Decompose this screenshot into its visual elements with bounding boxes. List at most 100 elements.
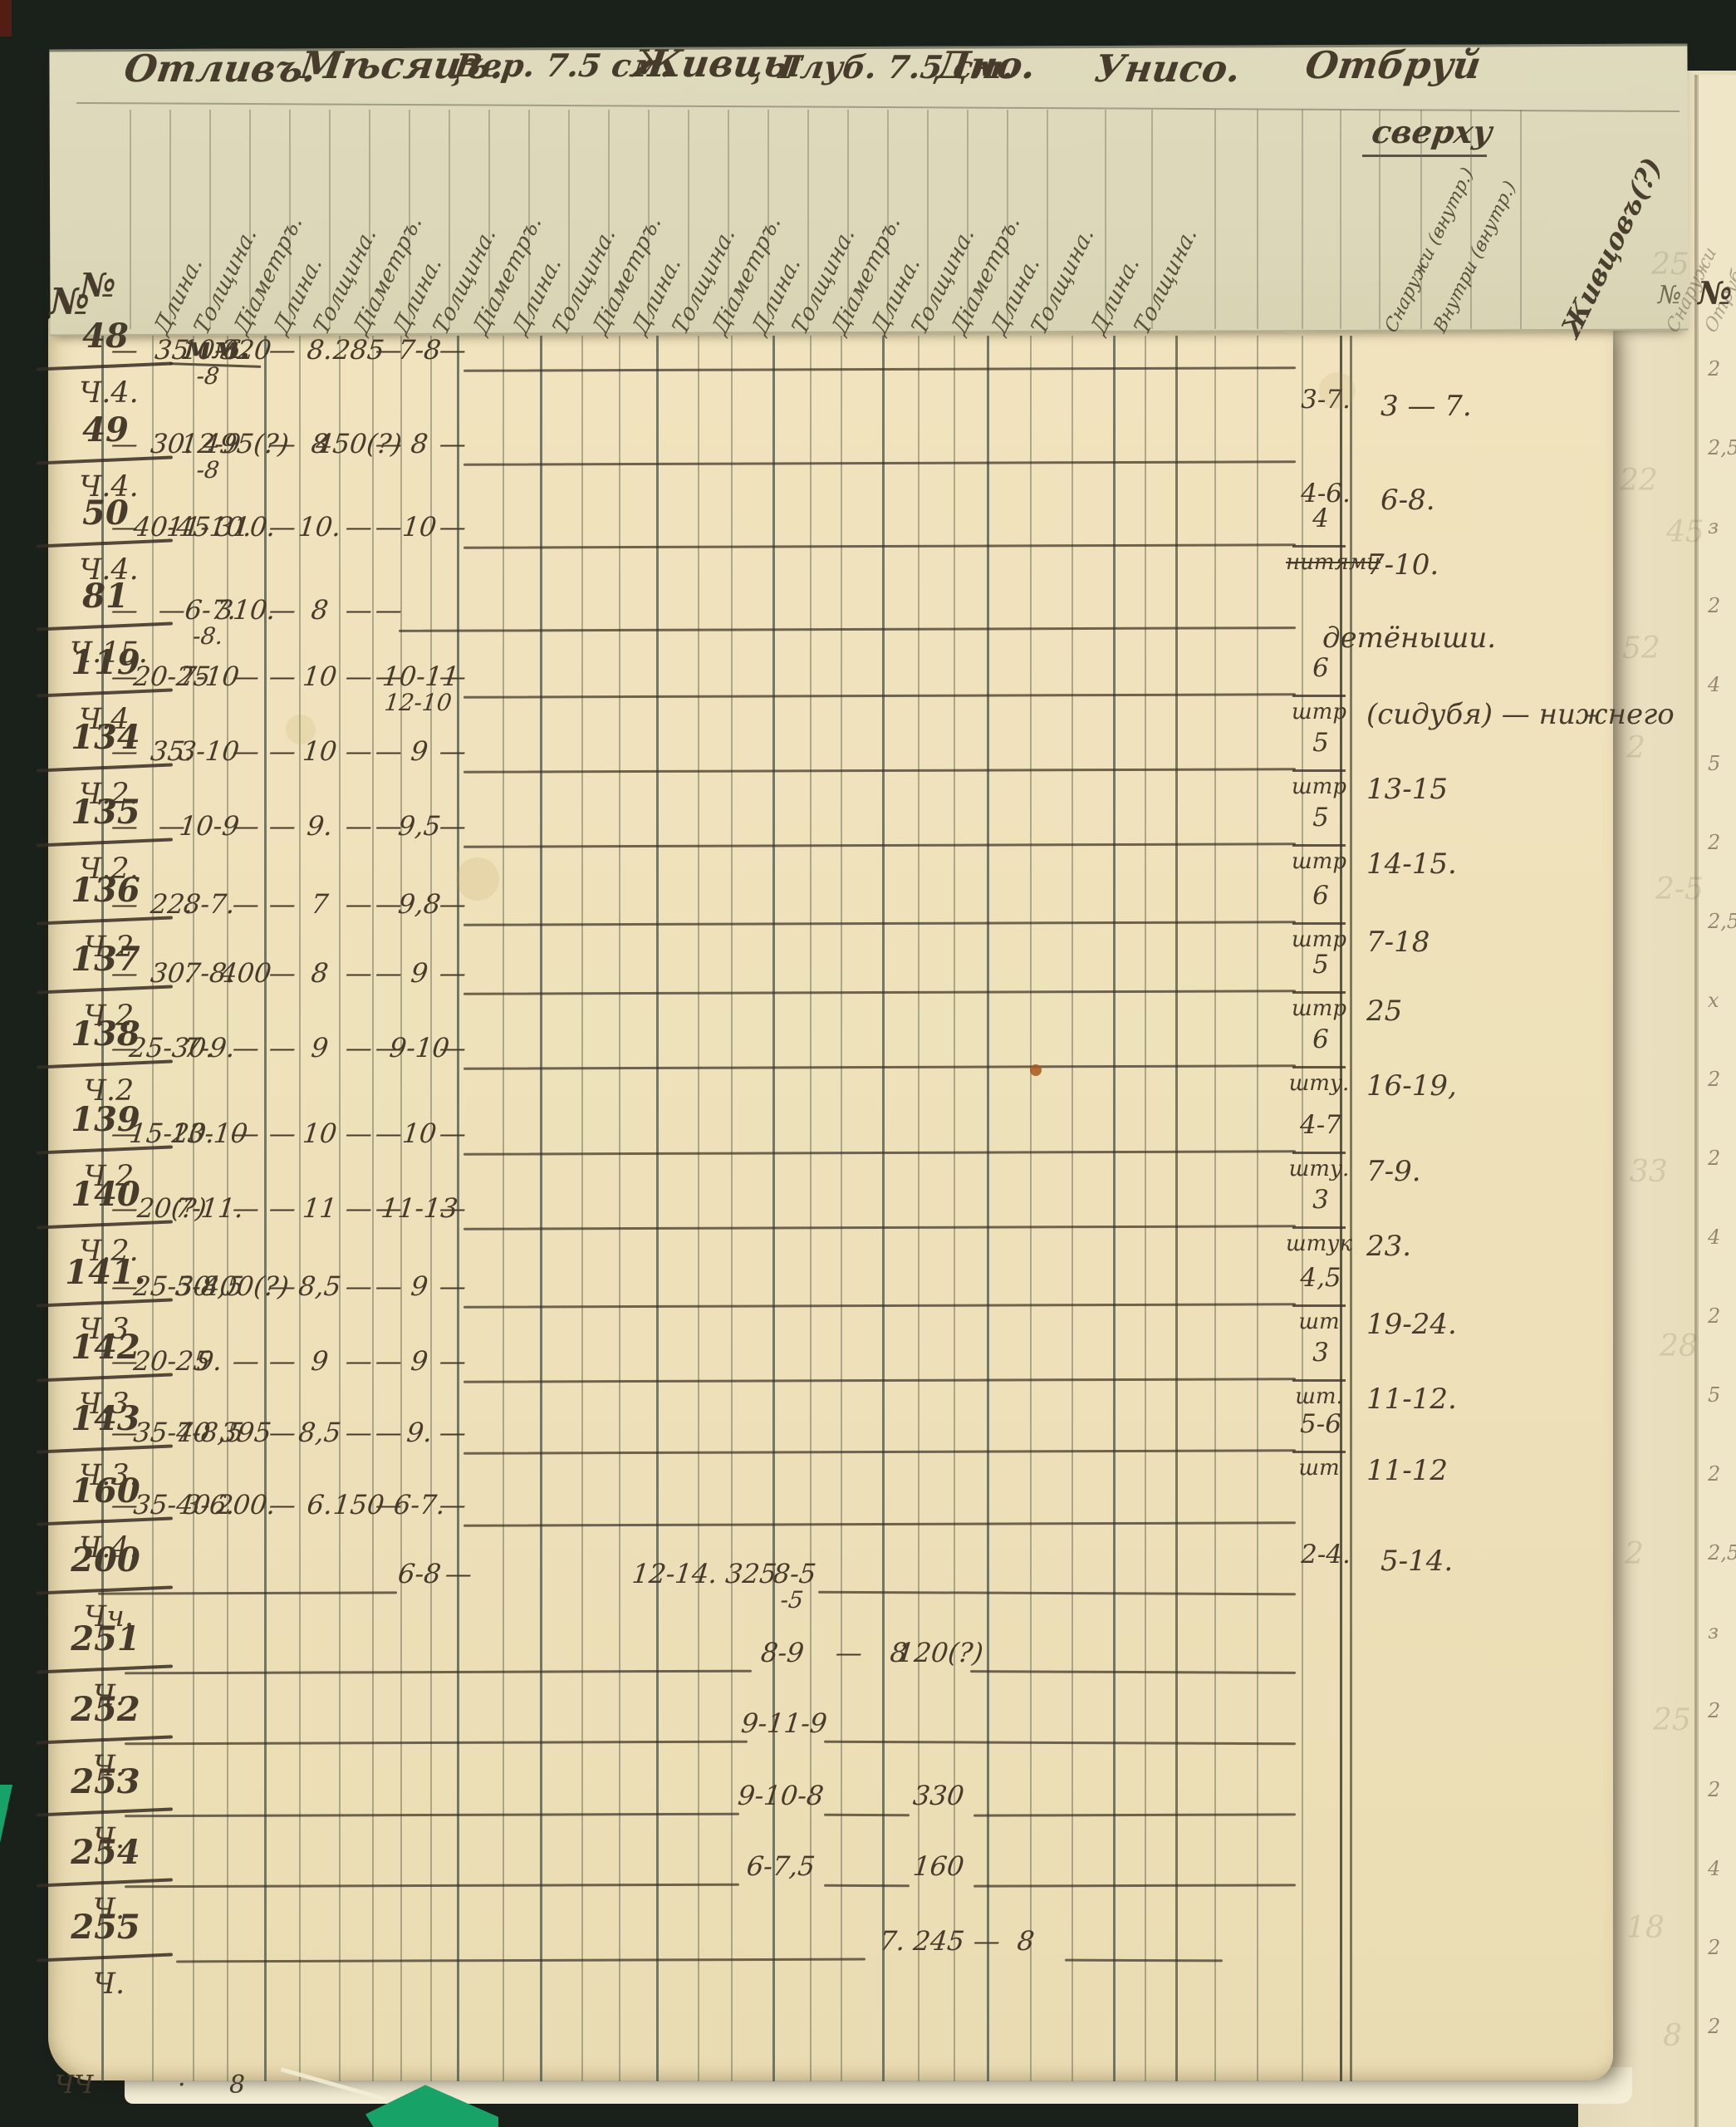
count-fraction-numerator: 5: [1312, 728, 1329, 758]
count-note: 23.: [1366, 1230, 1412, 1263]
row-rule: [823, 1884, 910, 1888]
grid-line: [619, 336, 620, 2081]
count-note: 13-15: [1366, 773, 1449, 806]
cell-value: —: [344, 594, 374, 626]
edge-mark: 4: [1708, 673, 1721, 696]
row-subnumber: Ч.2: [83, 931, 135, 964]
cell-value: —: [438, 1192, 468, 1224]
cell-value: 9-10-8: [736, 1780, 826, 1811]
count-fraction-bar: [1292, 769, 1346, 772]
count-fraction-bar: [1292, 695, 1346, 697]
row-number: 139: [71, 1100, 140, 1139]
ghost-text: 2: [1626, 731, 1645, 765]
cell-value: —: [344, 1417, 374, 1448]
cell-value: —: [231, 1118, 261, 1149]
row-number: 252: [71, 1690, 140, 1729]
count-fraction-numerator: 3: [1312, 1338, 1329, 1368]
strip-column-line: [209, 110, 211, 329]
grid-line: [299, 336, 301, 2081]
cell-value: —: [344, 511, 374, 543]
grid-line: [372, 336, 374, 2081]
strip-rotated-label: Снаружи (внутр.): [1381, 164, 1479, 337]
count-fraction-numerator: 6: [1312, 1024, 1329, 1054]
sliver-text: 8: [229, 2071, 246, 2100]
grid-line: [540, 336, 542, 2081]
cell-value: 8: [1015, 1925, 1037, 1957]
row-subnumber: Ч.: [92, 1893, 125, 1926]
strip-column-line: [847, 110, 849, 329]
cell-value: 9.: [305, 810, 335, 842]
cell-value: —: [438, 661, 468, 692]
count-note: 5-14.: [1380, 1545, 1454, 1578]
count-note: 25: [1366, 995, 1403, 1028]
cell-value: 400: [218, 957, 273, 989]
count-note: 11-12: [1366, 1454, 1449, 1487]
row-rule: [973, 1884, 1297, 1888]
cell-value: —: [374, 594, 404, 626]
count-fraction-denominator: шту.: [1288, 1071, 1350, 1096]
row-rule: [1064, 1958, 1224, 1962]
cell-value: —: [438, 1270, 468, 1302]
cell-value: —: [438, 735, 468, 767]
count-note: детёныши.: [1322, 621, 1497, 655]
row-number: 135: [71, 793, 140, 832]
strip-column-line: [1302, 110, 1303, 329]
grid-line: [841, 336, 842, 2081]
cell-value: —: [231, 735, 261, 767]
page-stack-fore-edge: [1694, 75, 1736, 2127]
count-fraction-bar: [1292, 991, 1346, 994]
strip-group-title: Унисо.: [1091, 47, 1243, 91]
cell-value: —: [438, 428, 468, 459]
cell-value: —: [438, 957, 468, 989]
strip-column-line: [1007, 110, 1008, 329]
count-fraction-numerator: 4: [1312, 504, 1329, 533]
row-subnumber: Ч.2.: [79, 778, 139, 811]
count-fraction-bar: [1292, 1451, 1346, 1453]
sverhu-underline: [1362, 155, 1487, 157]
row-subnumber: Ч.3.: [79, 1388, 139, 1421]
row-rule: [175, 1958, 866, 1963]
cell-value: —: [344, 661, 374, 692]
row-subnumber: Ч.4.: [79, 703, 139, 736]
edge-mark: 4: [1708, 1226, 1721, 1249]
cell-value: 6-7,5: [744, 1850, 817, 1882]
edge-mark: 2: [1708, 831, 1721, 854]
count-note: 16-19,: [1366, 1069, 1457, 1103]
cell-value: —: [344, 1032, 374, 1064]
cell-value: 9,5: [396, 810, 443, 842]
ghost-text: 2-5: [1655, 872, 1704, 906]
grid-line: [400, 336, 402, 2081]
cell-value: 8: [409, 428, 430, 459]
row-number: 140: [71, 1175, 140, 1214]
row-subnumber: Ч.4.: [79, 1531, 139, 1565]
grid-line: [503, 336, 504, 2081]
stain: [1319, 372, 1356, 409]
edge-mark: 5: [1708, 1383, 1721, 1407]
cell-value: 8: [309, 594, 331, 626]
edge-mark: з: [1708, 515, 1719, 538]
cell-value: 320: [218, 334, 273, 366]
cell-value: 12-14. 325: [630, 1558, 778, 1589]
grid-line: [1302, 336, 1303, 2081]
row-rule: [463, 842, 1297, 848]
cell-value: —: [267, 428, 297, 459]
number-column-header-right: №: [1698, 274, 1733, 312]
cell-value: —: [231, 888, 261, 920]
row-rule: [463, 921, 1297, 926]
cell-value: 10: [400, 511, 439, 543]
cell-value: —: [110, 334, 140, 366]
strip-column-line: [488, 110, 490, 329]
count-fraction-denominator: штук: [1286, 1231, 1352, 1256]
row-rule: [463, 460, 1297, 466]
cell-value: 10.: [297, 511, 343, 543]
count-fraction-numerator: 4,5: [1300, 1263, 1341, 1293]
strip-group-title: сверху: [1369, 113, 1495, 150]
grid-line: [772, 336, 775, 2081]
ghost-text: 25: [1651, 248, 1689, 282]
cell-value: —: [267, 810, 297, 842]
edge-mark: 4: [1708, 1857, 1721, 1880]
cell-value: —: [344, 1118, 374, 1149]
ledger-main-sheet: [48, 317, 1613, 2080]
cell-value: —: [267, 957, 297, 989]
cell-value: 330: [911, 1780, 966, 1811]
